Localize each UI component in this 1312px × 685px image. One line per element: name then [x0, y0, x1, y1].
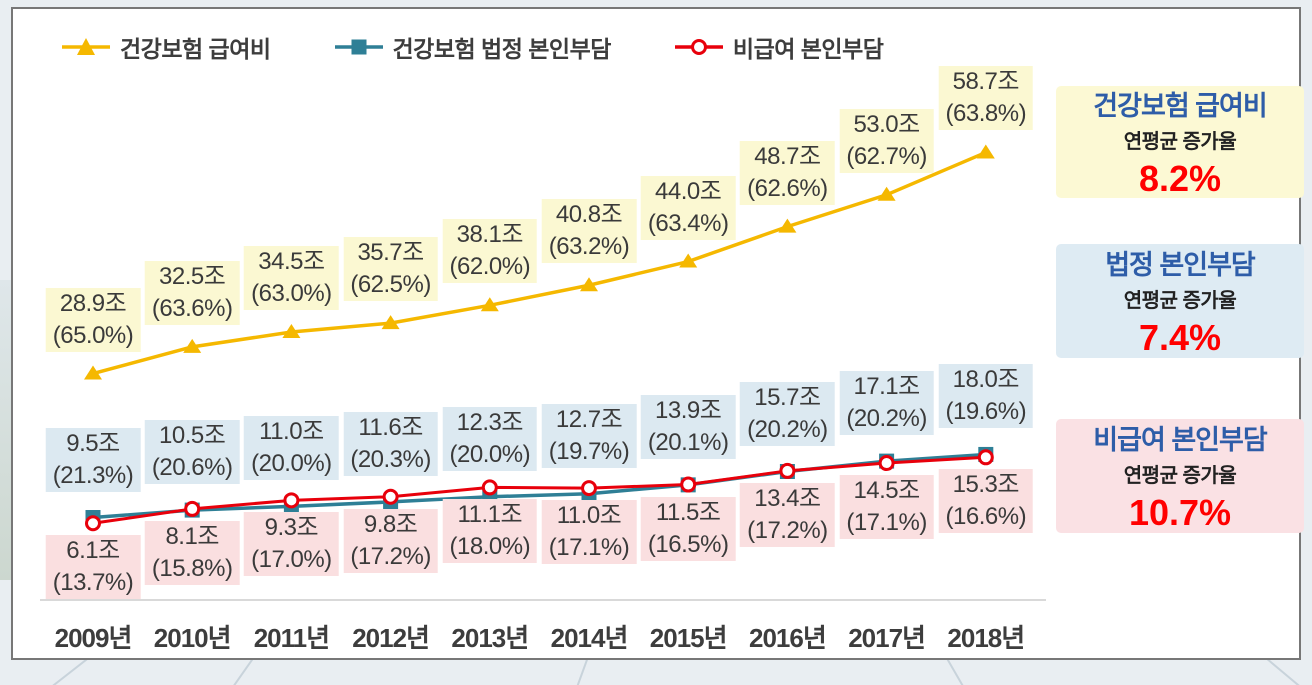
x-axis-label: 2010년	[153, 623, 232, 653]
circle-open-marker	[581, 480, 597, 497]
circle-open-marker	[382, 488, 399, 505]
data-label: 13.9조 (20.1%)	[640, 394, 736, 459]
x-axis-label: 2015년	[649, 623, 728, 653]
data-label: 11.0조 (20.0%)	[244, 416, 339, 481]
x-axis-label: 2018년	[947, 623, 1025, 653]
data-label: 18.0조 (19.6%)	[938, 364, 1034, 429]
data-label: 11.6조 (20.3%)	[343, 411, 438, 476]
panel-value: 8.2%	[1138, 158, 1222, 199]
legend: 건강보험 급여비 건강보험 법정 본인부담 비급여 본인부담	[62, 30, 884, 64]
panel-title: 건강보험 급여비	[1093, 91, 1267, 121]
legend-label: 건강보험 급여비	[120, 36, 271, 62]
triangle-marker	[976, 144, 995, 159]
data-label: 48.7조 (62.6%)	[740, 140, 835, 205]
data-label: 11.5조 (16.5%)	[640, 496, 736, 561]
data-label: 13.4조 (17.2%)	[740, 482, 835, 547]
data-label: 14.5조 (17.1%)	[839, 475, 934, 540]
data-label: 44.0조 (63.4%)	[640, 175, 736, 240]
series-line-2	[92, 455, 986, 525]
legend-item-noncovered-copay: 비급여 본인부담	[674, 30, 884, 64]
panel-title: 법정 본인부담	[1105, 250, 1256, 280]
triangle-marker	[183, 338, 202, 353]
circle-open-marker	[977, 449, 994, 466]
data-label: 6.1조 (13.7%)	[45, 535, 141, 600]
x-axis-label: 2013년	[451, 623, 529, 653]
data-label: 34.5조 (63.0%)	[244, 246, 339, 310]
data-label: 8.1조 (15.8%)	[144, 520, 240, 585]
panel-title: 비급여 본인부담	[1093, 425, 1267, 455]
circle-open-marker	[85, 515, 101, 532]
triangle-marker	[778, 218, 797, 233]
triangle-marker-icon	[62, 36, 110, 58]
triangle-marker	[877, 186, 896, 201]
x-axis-label: 2017년	[848, 623, 926, 653]
panel-value: 10.7%	[1128, 492, 1232, 533]
circle-open-marker	[680, 476, 697, 493]
data-label: 53.0조 (62.7%)	[839, 108, 934, 173]
x-axis-label: 2014년	[550, 623, 629, 653]
data-label: 35.7조 (62.5%)	[343, 237, 438, 302]
data-label: 15.7조 (20.2%)	[740, 381, 835, 446]
data-label: 9.3조 (17.0%)	[244, 512, 339, 577]
data-label: 40.8조 (63.2%)	[541, 199, 637, 264]
data-label: 28.9조 (65.0%)	[45, 287, 141, 352]
circle-open-marker	[481, 479, 498, 496]
background-decoration	[0, 280, 12, 580]
triangle-marker	[580, 277, 598, 292]
x-axis-label: 2009년	[54, 623, 133, 653]
circle-open-marker	[878, 455, 895, 472]
triangle-marker	[381, 315, 400, 330]
triangle-marker	[282, 324, 301, 339]
triangle-marker	[679, 253, 698, 268]
legend-item-statutory-copay: 건강보험 법정 본인부담	[334, 30, 612, 64]
data-label: 11.0조 (17.1%)	[541, 500, 637, 565]
data-label: 12.7조 (19.7%)	[541, 403, 637, 468]
summary-panel-statutory-copay: 법정 본인부담 연평균 증가율 7.4%	[1056, 244, 1304, 358]
circle-marker-icon	[674, 36, 723, 58]
data-label: 38.1조 (62.0%)	[442, 219, 538, 284]
panel-subtitle: 연평균 증가율	[1123, 131, 1237, 153]
circle-open-marker	[283, 492, 300, 509]
x-axis-label: 2012년	[352, 623, 430, 653]
legend-label: 비급여 본인부담	[732, 36, 884, 62]
legend-item-insurance-benefit: 건강보험 급여비	[62, 30, 271, 64]
data-label: 9.8조 (17.2%)	[343, 508, 438, 573]
data-label: 11.1조 (18.0%)	[442, 499, 538, 564]
x-axis-label: 2016년	[749, 623, 827, 653]
triangle-marker	[480, 297, 499, 312]
square-marker-icon	[334, 36, 383, 58]
data-label: 10.5조 (20.6%)	[144, 420, 240, 485]
triangle-marker	[84, 365, 102, 380]
circle-open-marker	[184, 500, 201, 517]
summary-panel-insurance-benefit: 건강보험 급여비 연평균 증가율 8.2%	[1056, 86, 1304, 199]
data-label: 58.7조 (63.8%)	[938, 66, 1034, 131]
series-line-0	[92, 150, 987, 376]
circle-open-marker	[779, 462, 796, 479]
data-label: 9.5조 (21.3%)	[45, 427, 141, 492]
data-label: 12.3조 (20.0%)	[442, 406, 538, 471]
panel-subtitle: 연평균 증가율	[1123, 290, 1237, 312]
data-label: 32.5조 (63.6%)	[144, 260, 240, 325]
data-label: 15.3조 (16.6%)	[938, 469, 1034, 534]
summary-panel-noncovered-copay: 비급여 본인부담 연평균 증가율 10.7%	[1056, 419, 1304, 533]
x-axis-label: 2011년	[253, 623, 330, 653]
panel-subtitle: 연평균 증가율	[1123, 465, 1237, 487]
legend-label: 건강보험 법정 본인부담	[392, 36, 612, 62]
panel-value: 7.4%	[1138, 317, 1222, 358]
data-label: 17.1조 (20.2%)	[839, 371, 934, 436]
